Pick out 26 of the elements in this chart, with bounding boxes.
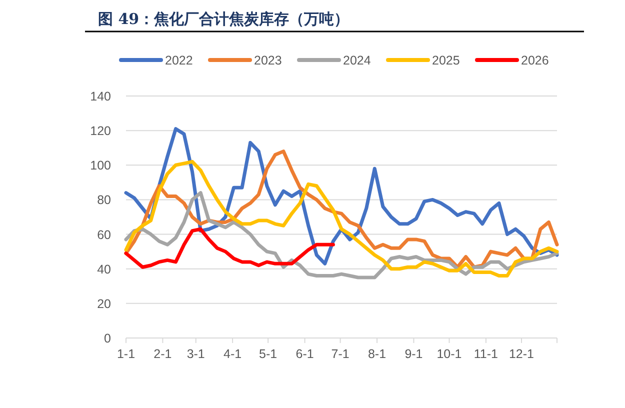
x-tick-label: 2-1: [154, 347, 172, 361]
x-tick-label: 12-1: [508, 347, 534, 361]
y-tick-label: 40: [97, 262, 112, 276]
x-tick-label: 9-1: [404, 347, 423, 361]
y-tick-label: 60: [97, 228, 112, 242]
x-tick-label: 11-1: [474, 347, 498, 361]
legend-label: 2026: [521, 54, 549, 68]
x-tick-label: 5-1: [259, 347, 278, 361]
y-tick-label: 120: [90, 124, 112, 138]
y-tick-label: 80: [97, 193, 112, 208]
x-tick-label: 6-1: [296, 347, 314, 361]
legend-label: 2024: [343, 54, 371, 68]
x-tick-label: 10-1: [436, 347, 462, 361]
x-tick-label: 4-1: [224, 347, 242, 361]
legend-label: 2022: [165, 54, 193, 68]
x-tick-label: 3-1: [186, 347, 205, 361]
x-tick-label: 1-1: [116, 347, 136, 361]
y-tick-label: 20: [97, 296, 112, 311]
y-tick-label: 100: [90, 158, 112, 173]
title: 图 49：焦化厂合计焦炭库存（万吨）: [98, 10, 350, 28]
y-tick-label: 0: [104, 332, 112, 346]
x-tick-label: 7-1: [331, 347, 350, 361]
x-tick-label: 8-1: [368, 347, 386, 361]
legend-label: 2023: [254, 54, 282, 68]
y-tick-label: 140: [90, 90, 112, 104]
legend-label: 2025: [432, 54, 460, 68]
